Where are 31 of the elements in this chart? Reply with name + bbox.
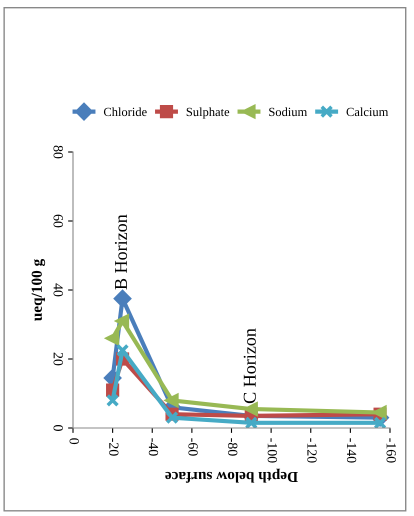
point (244, 416, 258, 428)
x-tick-label: -20 (109, 438, 119, 456)
x-tick-label: -80 (228, 438, 238, 456)
annotation: B Horizon (114, 214, 128, 290)
legend-label: Sulphate (186, 107, 230, 119)
x-tick-label: -120 (307, 438, 317, 463)
y-tick-label: 40 (54, 283, 63, 296)
y-axis-title: ueq/100 g (32, 258, 46, 321)
y-tick-label: 20 (54, 352, 63, 366)
x-tick-label: 0 (70, 438, 79, 444)
x-tick-label: -40 (148, 438, 158, 456)
x-tick-label: -100 (268, 438, 278, 463)
x-tick-label: -140 (346, 438, 356, 463)
y-tick-label: 80 (54, 146, 63, 158)
x-tick-label: -60 (188, 438, 198, 456)
legend-label: Sodium (269, 107, 308, 116)
point (106, 394, 120, 407)
y-tick-label: 60 (54, 214, 63, 228)
annotation: C Horizon (244, 328, 256, 404)
point (165, 394, 179, 407)
legend-label: Calcium (346, 107, 388, 116)
point (116, 314, 130, 328)
point (244, 402, 258, 416)
point (116, 344, 130, 357)
x-axis-title: Depth below surface (165, 468, 298, 483)
point (114, 290, 132, 308)
point (165, 411, 179, 424)
legend-label: Chloride (104, 107, 147, 116)
x-tick-label: -160 (386, 438, 396, 463)
y-tick-label: 0 (54, 425, 63, 431)
point (374, 416, 387, 428)
